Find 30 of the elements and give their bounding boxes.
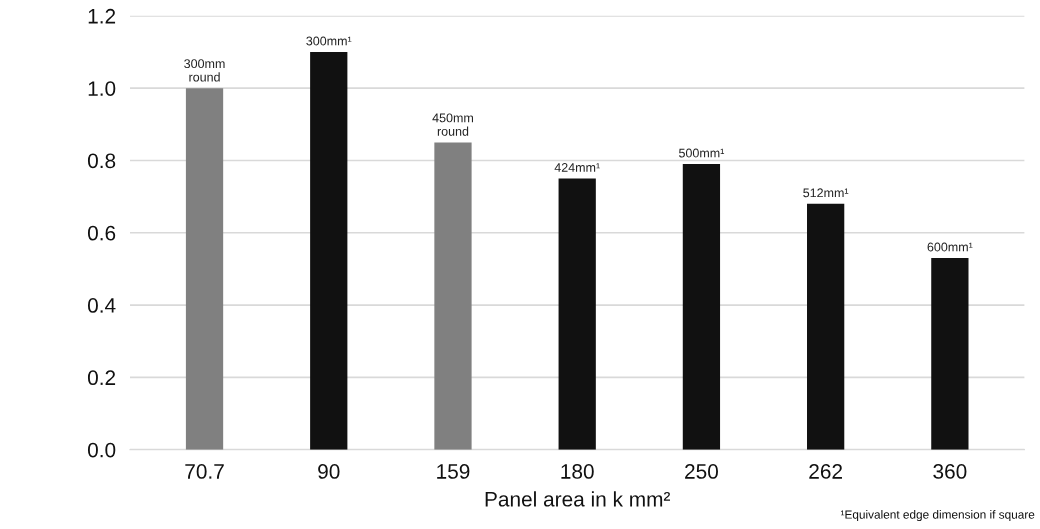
y-tick-label: 0.6 [87, 225, 116, 241]
annotation: 500mm¹ [679, 148, 725, 158]
annotation: 300mm¹ [306, 36, 352, 46]
annotation: 300mm round [184, 59, 225, 82]
bar [931, 258, 969, 450]
y-tick-label: 0.8 [87, 153, 116, 169]
bar [310, 52, 348, 450]
annotation: 600mm¹ [927, 242, 973, 252]
bar [682, 164, 721, 450]
y-tick-label: 0.0 [87, 442, 116, 458]
x-tick-label: 90 [318, 464, 340, 479]
annotation: 450mm round [432, 113, 473, 136]
bar [807, 203, 845, 450]
text: ¹Equivalent edge dimension if square [841, 510, 1035, 522]
x-tick-label: 70.7 [185, 464, 224, 479]
x-axis-title: Panel area in k mm² [485, 491, 671, 507]
bar [185, 88, 224, 450]
bar [558, 178, 596, 450]
bar [434, 142, 472, 450]
annotation: 424mm¹ [554, 163, 600, 172]
y-tick-label: 1.0 [88, 81, 116, 96]
x-tick-label: 250 [685, 464, 718, 479]
y-tick-label: 0.2 [87, 370, 116, 386]
y-tick-label: 1.2 [88, 8, 116, 24]
x-tick-label: 360 [933, 464, 967, 479]
x-tick-label: 180 [561, 464, 594, 479]
y-tick-label: 0.4 [87, 298, 116, 313]
annotation: 512mm¹ [803, 188, 849, 198]
x-tick-label: 262 [809, 464, 842, 479]
x-tick-label: 159 [437, 464, 470, 479]
